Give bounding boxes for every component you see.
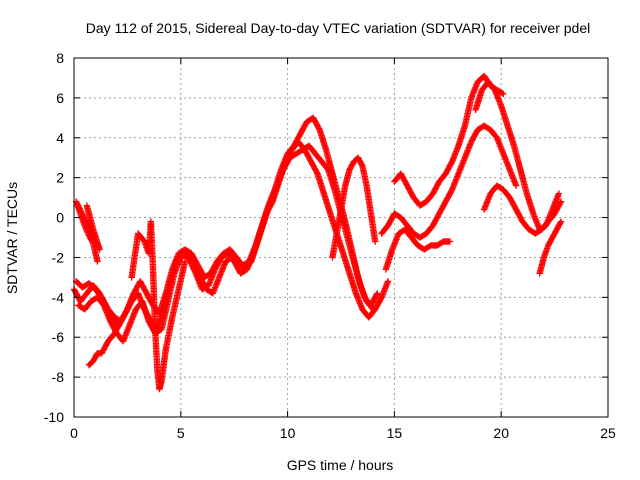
data-marks — [70, 72, 565, 393]
data-point — [368, 304, 376, 312]
data-point — [512, 182, 520, 189]
data-point — [181, 258, 189, 265]
data-point — [557, 218, 565, 225]
x-tick-label: 20 — [493, 425, 509, 441]
series-track-4 — [329, 154, 379, 261]
data-point — [557, 198, 565, 205]
data-point — [373, 291, 380, 298]
y-tick-label: -10 — [44, 409, 64, 425]
y-tick-label: 2 — [56, 170, 64, 186]
series-track-10 — [382, 226, 454, 273]
y-axis-label: SDTVAR / TECUs — [4, 182, 20, 294]
x-tick-label: 25 — [600, 425, 616, 441]
data-point — [557, 219, 564, 227]
x-tick-label: 10 — [280, 425, 296, 441]
series-track-3 — [75, 142, 377, 345]
y-tick-label: -2 — [52, 249, 65, 265]
y-tick-label: -8 — [52, 369, 65, 385]
series-track-13 — [536, 218, 565, 277]
x-tick-label: 0 — [70, 425, 78, 441]
data-point — [130, 290, 138, 297]
y-tick-label: 6 — [56, 90, 64, 106]
x-axis-label: GPS time / hours — [287, 457, 394, 473]
series-track-11 — [472, 78, 563, 233]
series-track-12 — [480, 182, 565, 237]
y-tick-label: 8 — [56, 50, 64, 66]
data-point — [384, 278, 392, 285]
data-point — [369, 306, 377, 313]
x-tick-label: 5 — [177, 425, 185, 441]
data-point — [89, 238, 96, 246]
x-tick-label: 15 — [387, 425, 403, 441]
data-point — [358, 161, 365, 168]
data-point — [498, 89, 506, 97]
plot-frame — [73, 57, 609, 418]
data-point — [94, 258, 101, 265]
axis-ticks — [73, 57, 609, 418]
series-track-5 — [72, 198, 103, 265]
y-tick-label: 0 — [56, 210, 64, 226]
series-track-7 — [128, 218, 189, 393]
data-point — [371, 238, 379, 245]
data-point — [500, 90, 507, 98]
y-tick-label: 4 — [56, 130, 64, 146]
data-point — [446, 238, 454, 245]
series-track-6 — [85, 290, 138, 369]
series-track-9 — [378, 122, 520, 241]
data-point — [374, 290, 381, 297]
tick-labels: 0 5 10 15 20 25 -10 -8 -6 -4 -2 0 2 4 6 8 — [44, 50, 616, 441]
y-tick-label: -6 — [52, 329, 65, 345]
data-point — [555, 190, 563, 197]
y-tick-label: -4 — [52, 289, 65, 305]
data-point — [557, 199, 564, 207]
chart-title: Day 112 of 2015, Sidereal Day-to-day VTE… — [86, 20, 590, 36]
